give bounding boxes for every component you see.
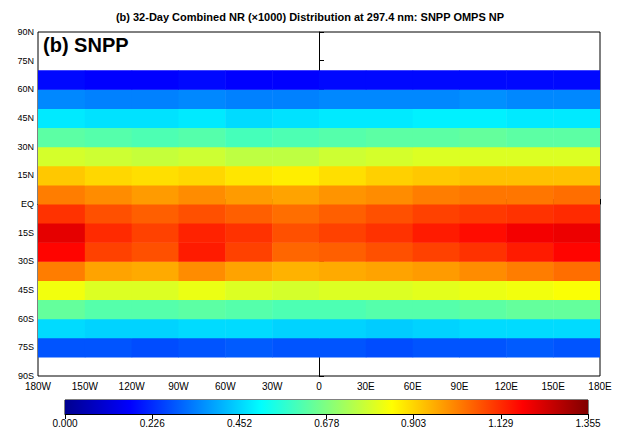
svg-text:30S: 30S xyxy=(18,256,34,266)
svg-text:120E: 120E xyxy=(495,381,519,392)
svg-text:45S: 45S xyxy=(18,285,34,295)
svg-text:1.355: 1.355 xyxy=(575,418,600,429)
svg-text:45N: 45N xyxy=(17,113,34,123)
svg-text:120W: 120W xyxy=(119,381,146,392)
svg-text:(b) 32-Day Combined NR (×1000): (b) 32-Day Combined NR (×1000) Distribut… xyxy=(116,11,504,23)
svg-text:15S: 15S xyxy=(18,228,34,238)
svg-text:30W: 30W xyxy=(262,381,283,392)
svg-text:90E: 90E xyxy=(451,381,469,392)
svg-text:90W: 90W xyxy=(168,381,189,392)
svg-text:180W: 180W xyxy=(25,381,52,392)
svg-text:90N: 90N xyxy=(17,27,34,37)
svg-text:0.226: 0.226 xyxy=(140,418,165,429)
svg-text:60E: 60E xyxy=(404,381,422,392)
svg-text:15N: 15N xyxy=(17,170,34,180)
svg-text:0.452: 0.452 xyxy=(227,418,252,429)
svg-text:90S: 90S xyxy=(18,371,34,381)
svg-text:0.678: 0.678 xyxy=(314,418,339,429)
svg-text:0.000: 0.000 xyxy=(52,418,77,429)
svg-text:EQ: EQ xyxy=(21,199,34,209)
svg-text:75S: 75S xyxy=(18,342,34,352)
svg-text:60N: 60N xyxy=(17,84,34,94)
svg-text:60S: 60S xyxy=(18,314,34,324)
svg-text:30E: 30E xyxy=(357,381,375,392)
svg-text:150W: 150W xyxy=(72,381,99,392)
svg-text:0: 0 xyxy=(316,381,322,392)
svg-text:(b) SNPP: (b) SNPP xyxy=(43,34,129,56)
svg-text:30N: 30N xyxy=(17,142,34,152)
svg-text:0.903: 0.903 xyxy=(401,418,426,429)
svg-text:60W: 60W xyxy=(215,381,236,392)
svg-text:150E: 150E xyxy=(541,381,565,392)
svg-text:1.129: 1.129 xyxy=(488,418,513,429)
svg-text:180E: 180E xyxy=(588,381,612,392)
svg-text:75N: 75N xyxy=(17,56,34,66)
